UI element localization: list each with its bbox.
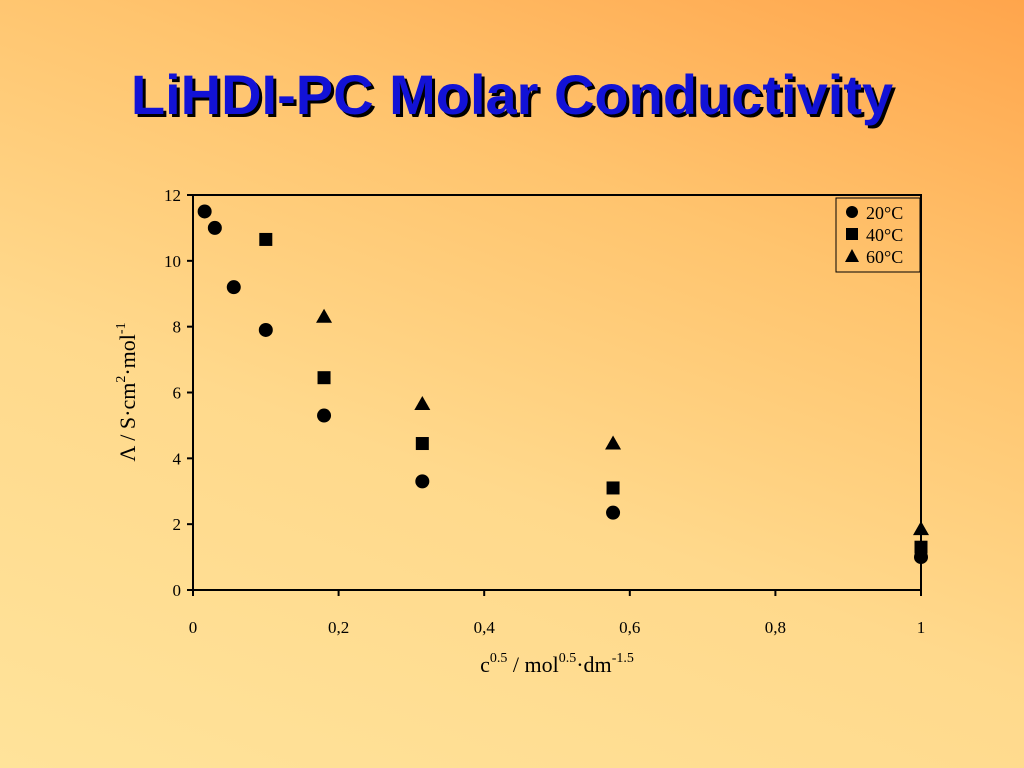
data-point-circle: [197, 204, 212, 219]
data-point-circle: [606, 505, 621, 520]
data-point-triangle: [605, 435, 622, 450]
x-tick-label: 1: [917, 618, 926, 637]
x-tick-label: 0,8: [765, 618, 786, 637]
y-tick-label: 2: [173, 515, 182, 534]
y-tick-label: 4: [173, 449, 182, 468]
data-point-square: [317, 371, 331, 385]
data-point-circle: [226, 280, 241, 295]
x-tick-label: 0,2: [328, 618, 349, 637]
data-point-circle: [258, 322, 273, 337]
y-axis-label: Λ / S·cm2·mol-1: [114, 322, 140, 461]
data-point-circle: [415, 474, 430, 489]
x-axis: 0 0,2 0,4 0,6 0,8 1: [189, 590, 926, 637]
data-point-square: [914, 540, 928, 554]
legend-label-60c: 60°C: [866, 247, 903, 267]
legend-marker-20c: [846, 206, 858, 218]
y-tick-label: 6: [173, 384, 182, 403]
x-axis-label: c0.5 / mol0.5·dm-1.5: [480, 651, 634, 677]
y-tick-label: 8: [173, 318, 182, 337]
data-point-square: [259, 232, 273, 246]
data-point-triangle: [913, 521, 929, 536]
data-markers: [197, 204, 929, 565]
legend-marker-60c: [845, 249, 859, 262]
data-point-square: [415, 437, 429, 451]
legend-label-20c: 20°C: [866, 203, 903, 223]
y-tick-label: 0: [173, 581, 182, 600]
x-tick-label: 0: [189, 618, 198, 637]
data-point-triangle: [316, 308, 333, 323]
legend-label-40c: 40°C: [866, 225, 903, 245]
data-point-triangle: [414, 396, 431, 411]
data-point-square: [606, 481, 620, 495]
x-tick-label: 0,4: [474, 618, 496, 637]
y-tick-label: 12: [164, 186, 181, 205]
y-tick-label: 10: [164, 252, 181, 271]
legend-marker-40c: [846, 228, 858, 240]
slide-title: LiHDI-PC Molar Conductivity: [130, 63, 894, 126]
data-point-circle: [207, 220, 222, 235]
legend: 20°C 40°C 60°C: [835, 197, 921, 273]
x-tick-label: 0,6: [619, 618, 640, 637]
y-axis: 0 2 4 6 8 10 12: [164, 186, 193, 600]
plot-area: [192, 194, 922, 591]
data-point-circle: [317, 408, 332, 423]
legend-box: [835, 197, 921, 273]
